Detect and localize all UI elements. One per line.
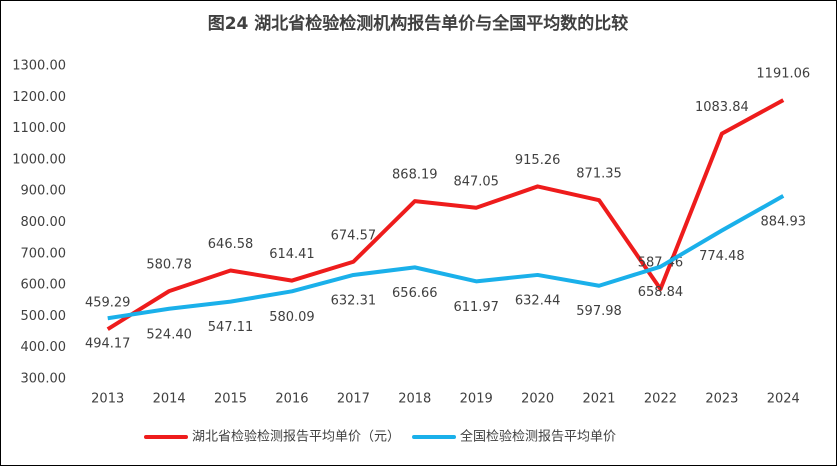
data-label: 646.58 — [208, 237, 254, 252]
x-tick-label: 2024 — [767, 392, 800, 407]
data-label: 597.98 — [576, 304, 622, 319]
y-tick-label: 1300.00 — [12, 59, 66, 74]
data-label: 774.48 — [699, 249, 745, 264]
data-label: 847.05 — [453, 174, 499, 189]
x-tick-label: 2016 — [275, 392, 308, 407]
chart-title: 图24 湖北省检验检测机构报告单价与全国平均数的比较 — [208, 13, 629, 34]
data-label: 632.31 — [331, 293, 377, 308]
x-tick-label: 2023 — [705, 392, 738, 407]
x-tick-label: 2017 — [337, 392, 370, 407]
y-tick-label: 300.00 — [21, 372, 67, 387]
y-tick-label: 1000.00 — [12, 152, 66, 167]
x-tick-label: 2022 — [644, 392, 677, 407]
data-label: 868.19 — [392, 168, 438, 183]
data-label: 632.44 — [515, 293, 561, 308]
data-label: 580.09 — [269, 310, 315, 325]
y-tick-label: 400.00 — [21, 340, 67, 355]
legend-label: 全国检验检测报告平均单价 — [460, 429, 616, 445]
data-label: 1191.06 — [756, 67, 810, 82]
x-tick-label: 2021 — [582, 392, 615, 407]
data-label: 524.40 — [146, 327, 192, 342]
y-tick-label: 1100.00 — [12, 121, 66, 136]
y-tick-label: 900.00 — [21, 184, 67, 199]
series-line — [107, 194, 785, 321]
y-tick-label: 1200.00 — [12, 90, 66, 105]
data-label: 580.78 — [146, 258, 192, 273]
data-label: 884.93 — [761, 214, 807, 229]
y-tick-label: 500.00 — [21, 309, 67, 324]
y-tick-label: 800.00 — [21, 215, 67, 230]
data-label: 656.66 — [392, 286, 438, 301]
data-label: 674.57 — [331, 228, 377, 243]
x-tick-label: 2020 — [521, 392, 554, 407]
data-label: 547.11 — [208, 320, 254, 335]
data-label: 871.35 — [576, 167, 622, 182]
x-tick-label: 2013 — [91, 392, 124, 407]
series-line — [106, 98, 785, 331]
data-label: 658.84 — [638, 285, 684, 300]
data-label: 459.29 — [85, 296, 131, 311]
x-tick-label: 2014 — [153, 392, 186, 407]
x-tick-label: 2015 — [214, 392, 247, 407]
data-label: 614.41 — [269, 247, 315, 262]
x-tick-label: 2019 — [460, 392, 493, 407]
data-label: 611.97 — [453, 300, 499, 315]
data-label: 494.17 — [85, 337, 131, 352]
y-tick-label: 700.00 — [21, 246, 67, 261]
data-label: 1083.84 — [695, 100, 749, 115]
legend-label: 湖北省检验检测报告平均单价（元） — [192, 429, 400, 445]
data-label: 915.26 — [515, 153, 561, 168]
y-tick-label: 600.00 — [21, 278, 67, 293]
x-tick-label: 2018 — [398, 392, 431, 407]
